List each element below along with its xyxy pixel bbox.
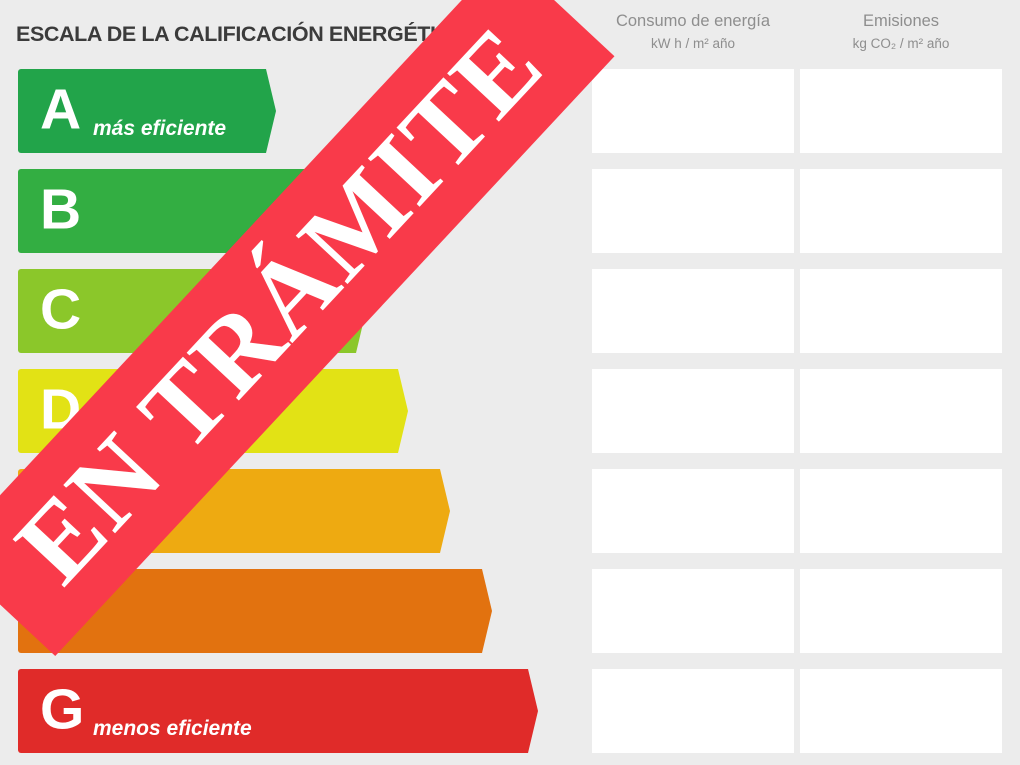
- rating-letter: A: [40, 77, 82, 142]
- rating-band-body: [18, 669, 504, 753]
- rating-row: B: [0, 162, 1020, 262]
- rating-letter: G: [40, 677, 85, 742]
- consumo-value-box: [592, 669, 794, 753]
- rating-row: D: [0, 362, 1020, 462]
- rating-band-d: D: [18, 369, 408, 453]
- rating-letter: F: [40, 577, 75, 642]
- column-header-consumo: Consumo de energía kW h / m² año: [592, 10, 794, 53]
- rating-band-arrow-tip: [416, 469, 450, 553]
- rating-band-e: E: [18, 469, 450, 553]
- rating-band-f: F: [18, 569, 492, 653]
- rating-letter: B: [40, 177, 82, 242]
- column-header-emisiones-unit: kg CO₂ / m² año: [852, 36, 950, 52]
- rating-band-arrow-tip: [332, 269, 366, 353]
- consumo-value-box: [592, 269, 794, 353]
- rating-row: E: [0, 462, 1020, 562]
- consumo-value-box: [592, 569, 794, 653]
- rating-band-arrow-tip: [296, 169, 330, 253]
- column-header-consumo-label: Consumo de energía: [615, 12, 771, 30]
- column-header-emisiones: Emisiones kg CO₂ / m² año: [800, 10, 1002, 53]
- column-header-emisiones-label: Emisiones: [862, 12, 940, 30]
- rating-band-arrow-tip: [458, 569, 492, 653]
- rating-row: C: [0, 262, 1020, 362]
- emisiones-value-box: [800, 469, 1002, 553]
- emisiones-value-box: [800, 269, 1002, 353]
- emisiones-value-box: [800, 669, 1002, 753]
- emisiones-value-box: [800, 569, 1002, 653]
- rating-letter: C: [40, 277, 82, 342]
- consumo-value-box: [592, 69, 794, 153]
- rating-band-c: C: [18, 269, 366, 353]
- consumo-value-box: [592, 469, 794, 553]
- rating-band-body: [18, 569, 458, 653]
- rating-letter: D: [40, 377, 82, 442]
- consumo-value-box: [592, 169, 794, 253]
- consumo-value-box: [592, 369, 794, 453]
- page-title: ESCALA DE LA CALIFICACIÓN ENERGÉTICA: [16, 22, 466, 46]
- rating-band-arrow-tip: [374, 369, 408, 453]
- emisiones-value-box: [800, 369, 1002, 453]
- rating-efficiency-note: más eficiente: [93, 117, 227, 140]
- emisiones-value-box: [800, 169, 1002, 253]
- rating-efficiency-note: menos eficiente: [93, 717, 252, 740]
- rating-row: F: [0, 562, 1020, 662]
- rating-band-b: B: [18, 169, 330, 253]
- rating-band-arrow-tip: [504, 669, 538, 753]
- emisiones-value-box: [800, 69, 1002, 153]
- rating-band-arrow-tip: [242, 69, 276, 153]
- rating-letter: E: [40, 477, 79, 542]
- scale-header: ESCALA DE LA CALIFICACIÓN ENERGÉTICA Con…: [0, 0, 1020, 62]
- column-header-consumo-unit: kW h / m² año: [650, 36, 736, 52]
